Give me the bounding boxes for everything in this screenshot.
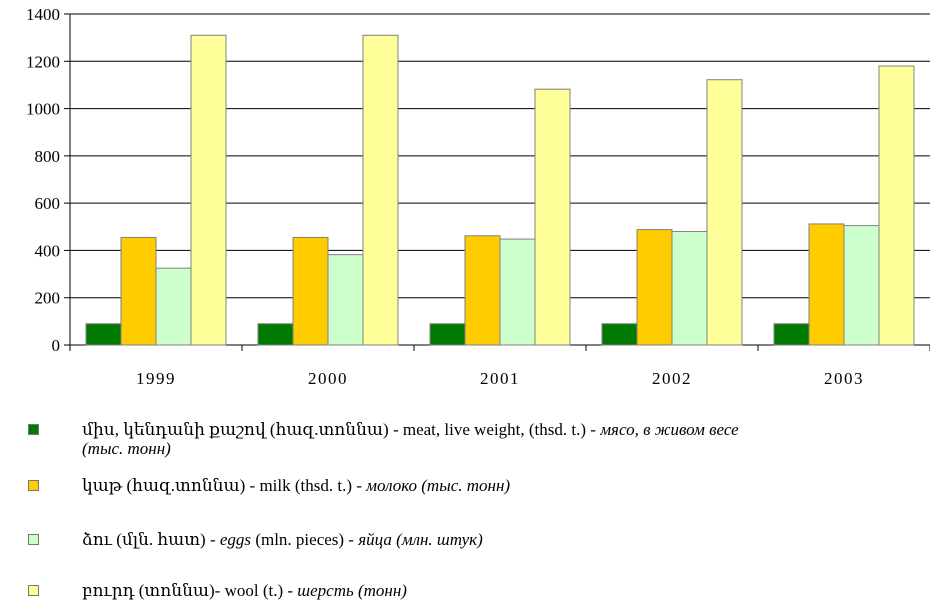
legend-label-am: բուրդ (տոննա) xyxy=(82,581,215,600)
bar xyxy=(327,254,364,346)
x-tick-label: 2001 xyxy=(480,369,520,388)
legend-swatch-wool xyxy=(28,585,39,596)
y-tick-label: 1000 xyxy=(26,100,60,119)
legend-label-ru: яйца (млн. штук) xyxy=(358,530,483,549)
legend-swatch-eggs xyxy=(28,534,39,545)
y-tick-label: 800 xyxy=(35,147,61,166)
bar xyxy=(292,236,329,346)
x-tick-label: 2002 xyxy=(652,369,692,388)
bar-chart: 0 200 400 600 800 1000 1200 1400 1999 2000 2001 200… xyxy=(26,5,930,388)
x-tick-label: 2003 xyxy=(824,369,864,388)
bar xyxy=(636,229,673,346)
bar xyxy=(499,238,536,346)
legend-label-en: - wool (t.) - xyxy=(214,581,298,600)
bar xyxy=(808,223,845,346)
bar xyxy=(878,65,915,346)
y-tick-label: 1400 xyxy=(26,5,60,24)
legend-label-en: eggs xyxy=(219,530,252,549)
y-tick-label: 400 xyxy=(35,241,61,260)
legend-label-en: - meat, live weight, (thsd. t.) - xyxy=(388,420,601,439)
bar xyxy=(155,267,192,346)
bar xyxy=(601,323,638,346)
y-tick-label: 0 xyxy=(52,336,61,355)
legend-swatch-meat xyxy=(28,424,39,435)
bar xyxy=(190,34,227,346)
y-tick-label: 1200 xyxy=(26,52,60,71)
y-tick-label: 200 xyxy=(35,289,61,308)
legend-swatch-milk xyxy=(28,480,39,491)
bar xyxy=(120,236,157,346)
x-tick-label: 1999 xyxy=(136,369,176,388)
bar xyxy=(671,231,708,346)
legend-label-ru: шерсть (тонн) xyxy=(297,581,407,600)
x-tick-label: 2000 xyxy=(308,369,348,388)
bar xyxy=(257,323,294,346)
bar xyxy=(85,323,122,346)
legend-label-am: ձու (մլն. հատ) - xyxy=(82,530,220,549)
legend-label-ru: молоко (тыс. тонн) xyxy=(366,476,511,495)
legend-label-ru: мясо, в живом весе xyxy=(600,420,739,439)
bar xyxy=(706,79,743,346)
y-tick-label: 600 xyxy=(35,194,61,213)
legend-label-am: կաթ (հազ.տոննա) xyxy=(82,476,246,495)
bar xyxy=(843,225,880,346)
legend-label-ru-unit: (тыс. тонн) xyxy=(82,439,171,458)
legend-label-am: միս, կենդանի քաշով (հազ.տոննա) xyxy=(82,420,389,439)
bar xyxy=(534,88,571,346)
bar xyxy=(362,34,399,346)
legend-label-en-unit: (mln. pieces) - xyxy=(251,530,359,549)
bar xyxy=(429,323,466,346)
legend-label-en: - milk (thsd. t.) - xyxy=(245,476,367,495)
bar xyxy=(464,235,501,346)
bar xyxy=(773,323,810,346)
